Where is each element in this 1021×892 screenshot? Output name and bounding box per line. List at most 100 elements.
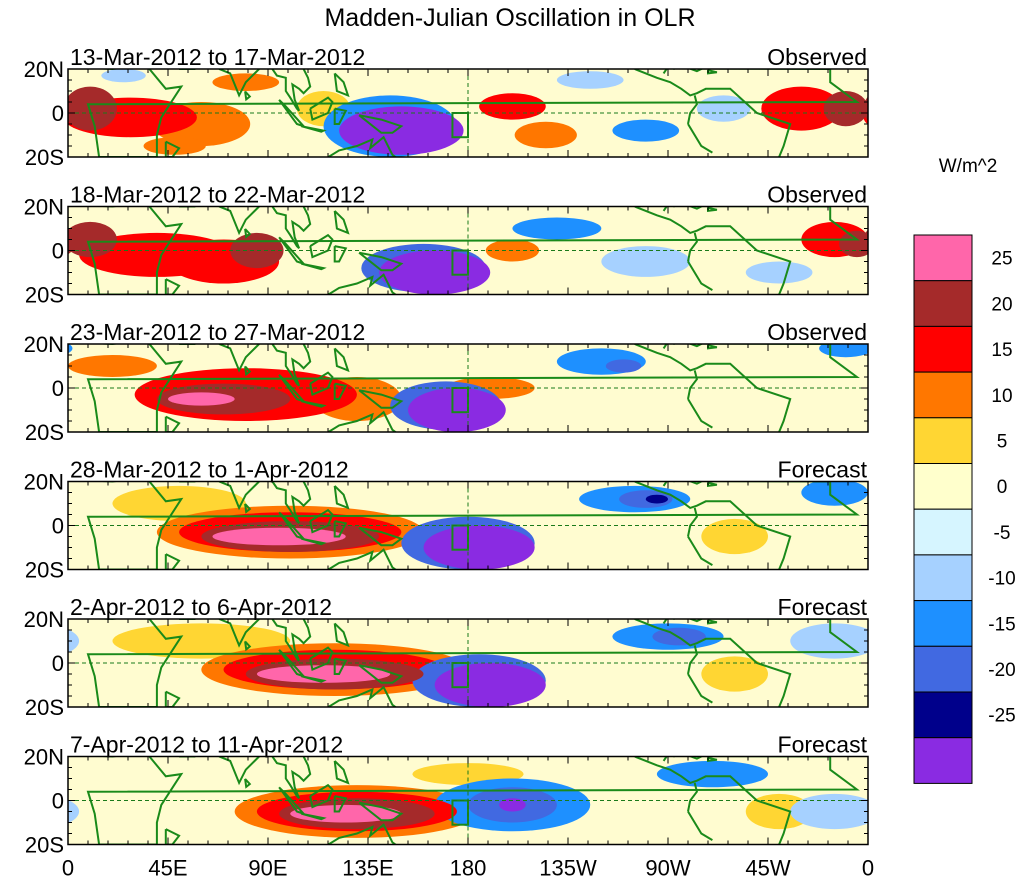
coastline — [326, 685, 398, 707]
coastline — [687, 95, 698, 125]
coastline — [309, 371, 334, 396]
olr-anomaly-20 — [68, 233, 75, 255]
coastline — [218, 344, 260, 373]
olr-anomaly--5 — [0, 262, 12, 284]
y-tick-label: 20N — [24, 332, 64, 357]
coastline — [301, 537, 327, 546]
olr-anomaly-10 — [952, 102, 1021, 146]
olr-anomaly--10 — [612, 119, 680, 142]
olr-anomaly-20 — [68, 86, 117, 131]
coastline — [687, 232, 698, 262]
panel-4: 28-Mar-2012 to 1-Apr-2012 Forecast 20N 0 20S — [24, 457, 869, 583]
colorbar-swatch — [913, 417, 973, 464]
panel-period-label: 18-Mar-2012 to 22-Mar-2012 — [70, 182, 365, 208]
coastline — [687, 123, 713, 154]
panel-status-label: Observed — [767, 182, 867, 208]
olr-anomaly--5 — [68, 629, 80, 653]
colorbar-swatch — [913, 554, 973, 602]
olr-anomaly--10 — [512, 217, 602, 240]
coastline — [86, 69, 860, 157]
olr-anomaly--5 — [745, 261, 813, 284]
coastline — [634, 69, 792, 157]
olr-anomaly-20 — [823, 91, 868, 127]
x-tick-label: 0 — [862, 856, 874, 881]
coastline — [244, 503, 252, 514]
coastline — [164, 278, 181, 295]
panels-group: 13-Mar-2012 to 17-Mar-2012 Observed 20N 0 20… — [0, 44, 1021, 858]
x-tick-label: 135E — [342, 856, 393, 881]
olr-anomaly--15 — [605, 359, 642, 373]
coastline — [662, 344, 675, 349]
coastline — [634, 481, 792, 570]
panel-2: 18-Mar-2012 to 22-Mar-2012 Observed 20N 0 20… — [0, 182, 869, 308]
x-tick-label: 45W — [745, 856, 790, 881]
coastline — [688, 619, 704, 623]
coastline — [86, 756, 860, 845]
panel-period-label: 2-Apr-2012 to 6-Apr-2012 — [70, 594, 332, 620]
colorbar-swatch — [913, 645, 973, 693]
coastline — [86, 206, 860, 295]
coastline — [358, 251, 404, 272]
coastline — [687, 370, 698, 400]
panel-status-label: Observed — [767, 319, 867, 345]
coastline — [687, 673, 713, 704]
olr-anomaly-10 — [1012, 73, 1021, 91]
olr-anomaly-5 — [701, 656, 769, 692]
olr-anomaly--10 — [656, 760, 768, 788]
x-tick-label: 90E — [248, 856, 287, 881]
coastline — [333, 657, 348, 675]
olr-anomaly--5 — [101, 69, 146, 83]
coastline — [333, 485, 350, 510]
coastline — [333, 107, 348, 125]
coastline — [333, 622, 350, 648]
coastline — [326, 410, 398, 432]
coastline — [309, 96, 334, 121]
panel-status-label: Observed — [767, 44, 867, 70]
coastline — [687, 810, 713, 841]
panel-status-label: Forecast — [778, 457, 868, 483]
coastline — [164, 140, 181, 157]
panel-6: 7-Apr-2012 to 11-Apr-2012 Forecast 20N 0 20S — [24, 732, 869, 858]
panel-period-label: 13-Mar-2012 to 17-Mar-2012 — [70, 44, 365, 70]
coastline — [687, 398, 713, 429]
x-tick-label: 0 — [62, 856, 74, 881]
coastline — [662, 481, 675, 487]
olr-anomaly-15 — [479, 93, 546, 120]
olr-anomaly--10 — [68, 344, 73, 354]
colorbar-tick-label: 10 — [991, 386, 1012, 407]
colorbar-swatch — [913, 463, 973, 510]
panel-period-label: 7-Apr-2012 to 11-Apr-2012 — [70, 732, 343, 758]
colorbar: 25 20 15 10 5 0 -5 -10 -15 -20 -25 — [913, 234, 1016, 784]
coastline — [358, 114, 404, 134]
coastline — [244, 228, 252, 239]
y-tick-label: 0 — [52, 376, 64, 401]
olr-anomaly-15 — [761, 86, 842, 131]
coastline — [358, 801, 404, 822]
panel-period-label: 28-Mar-2012 to 1-Apr-2012 — [70, 457, 349, 483]
olr-anomaly-15 — [863, 110, 868, 125]
coastline — [326, 548, 398, 570]
colorbar-swatch — [913, 691, 973, 739]
colorbar-tick-label: -5 — [994, 523, 1011, 544]
coastline — [271, 344, 312, 387]
x-tick-label: 90W — [645, 856, 690, 881]
coastline — [271, 206, 312, 250]
coastline — [301, 675, 327, 683]
colorbar-swatch — [913, 600, 973, 647]
olr-anomaly--10 — [801, 481, 868, 506]
y-tick-label: 20S — [25, 833, 64, 858]
coastline — [218, 206, 260, 236]
x-tick-label: 180 — [450, 856, 487, 881]
olr-anomaly-5 — [701, 518, 769, 555]
colorbar-tick-label: 25 — [991, 249, 1012, 270]
olr-anomaly--5 — [790, 623, 868, 659]
coastline — [687, 535, 713, 566]
coastline — [688, 756, 704, 760]
y-tick-label: 20N — [24, 470, 64, 495]
y-tick-label: 0 — [52, 651, 64, 676]
panel-plot-area — [0, 206, 868, 295]
coastline — [688, 344, 704, 348]
coastline — [309, 783, 334, 809]
olr-anomaly--5 — [556, 71, 624, 89]
olr-anomaly-15 — [0, 87, 41, 131]
